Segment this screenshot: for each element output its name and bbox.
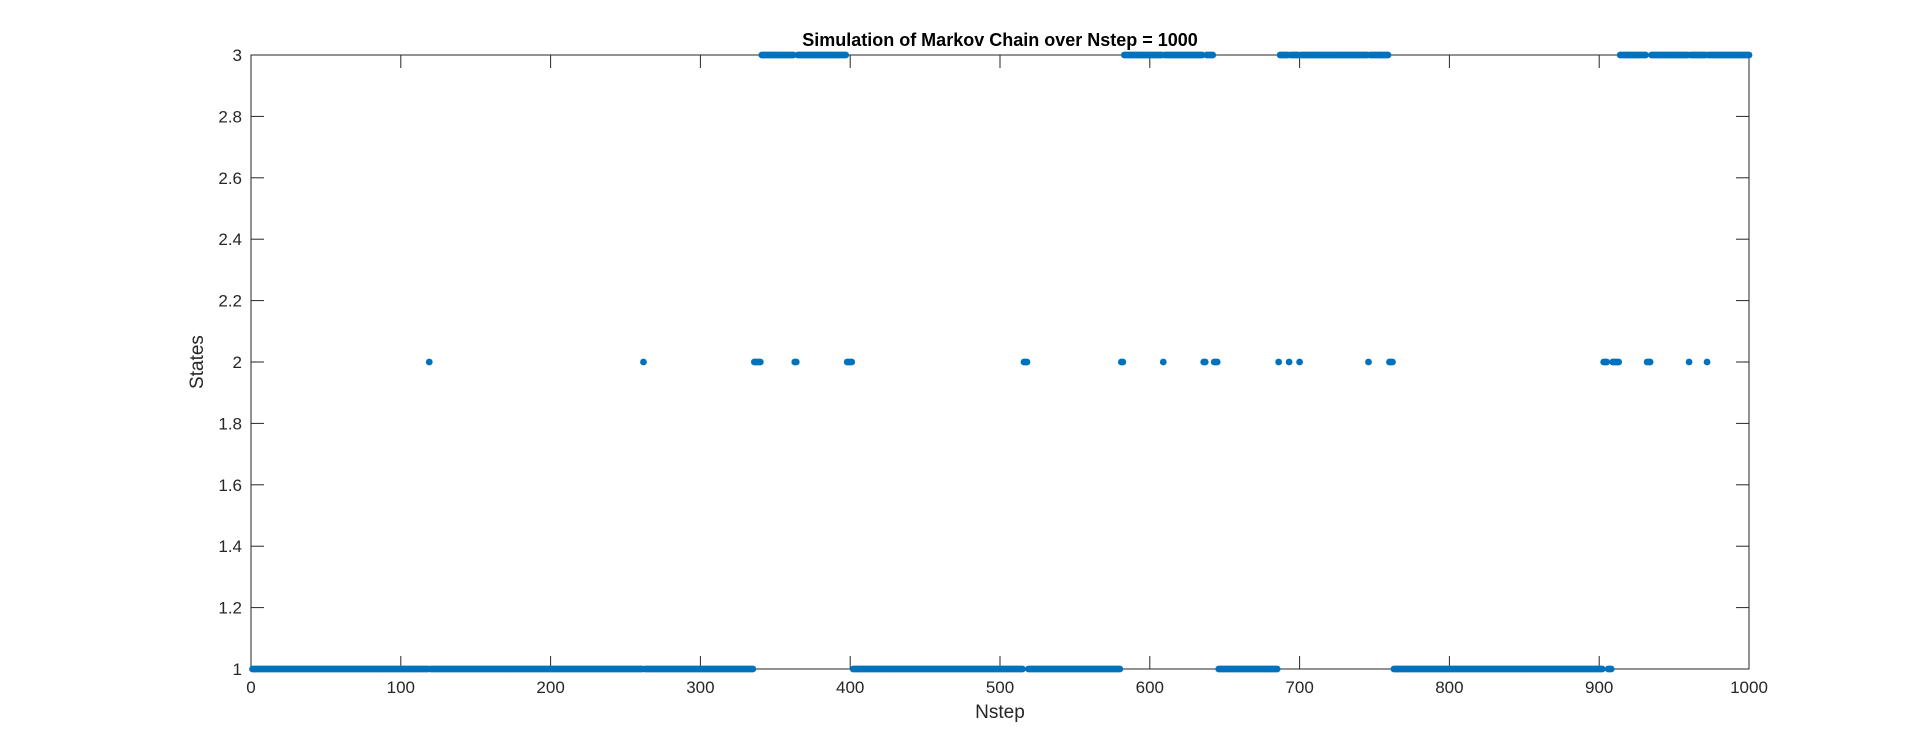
y-tick-label: 3	[233, 46, 242, 65]
data-point	[1213, 358, 1221, 366]
data-points	[249, 51, 1753, 673]
data-point	[1019, 665, 1026, 673]
data-point	[1275, 358, 1283, 366]
data-point	[749, 665, 757, 673]
x-tick-label: 400	[836, 678, 864, 697]
x-tick-label: 900	[1585, 678, 1613, 697]
y-tick-label: 2.2	[218, 292, 242, 311]
data-point	[1598, 665, 1606, 673]
data-point	[1116, 665, 1124, 673]
data-point	[1646, 358, 1654, 366]
y-tick-label: 2.4	[218, 230, 242, 249]
data-point	[842, 51, 850, 59]
data-point	[848, 358, 856, 366]
x-tick-label: 100	[387, 678, 415, 697]
y-tick-label: 1.8	[218, 414, 242, 433]
data-point	[1209, 51, 1217, 59]
data-point	[640, 358, 647, 366]
x-tick-label: 300	[686, 678, 714, 697]
y-tick-label: 2.8	[218, 107, 242, 126]
y-tick-label: 1	[233, 660, 242, 679]
y-tick-label: 1.6	[218, 476, 242, 495]
data-point	[1389, 358, 1396, 366]
data-point	[1607, 665, 1615, 673]
data-point	[1201, 358, 1209, 366]
plot-frame	[250, 54, 1750, 670]
data-point	[1615, 358, 1623, 366]
x-axis: 0 100 200 300 400 500 600 700 800 900 1000	[246, 55, 1768, 697]
data-point	[1296, 358, 1303, 366]
x-tick-label: 200	[536, 678, 564, 697]
y-tick-label: 1.4	[218, 537, 242, 556]
x-tick-label: 0	[246, 678, 255, 697]
y-tick-label: 2	[233, 353, 242, 372]
data-point	[425, 358, 433, 366]
data-point	[1119, 358, 1127, 366]
data-point	[1745, 51, 1753, 59]
x-tick-label: 600	[1136, 678, 1164, 697]
x-tick-label: 800	[1435, 678, 1463, 697]
data-point	[1603, 358, 1611, 366]
data-point	[1703, 358, 1711, 366]
x-tick-label: 700	[1285, 678, 1313, 697]
data-point	[756, 358, 764, 366]
chart-title: Simulation of Markov Chain over Nstep = …	[802, 30, 1198, 50]
x-tick-label: 500	[986, 678, 1014, 697]
data-point	[1159, 358, 1167, 366]
y-axis: 1 1.2 1.4 1.6 1.8 2 2.2 2.4 2.6 2.8 3	[218, 46, 1749, 679]
plot-box	[250, 54, 1750, 670]
data-point	[1642, 51, 1650, 59]
y-axis-label: States	[187, 335, 208, 389]
x-tick-label: 1000	[1730, 678, 1768, 697]
data-point	[1273, 665, 1281, 673]
data-point	[792, 358, 800, 366]
data-point	[1685, 358, 1693, 366]
data-point	[1384, 51, 1392, 59]
y-tick-label: 1.2	[218, 599, 242, 618]
x-axis-label: Nstep	[975, 702, 1025, 723]
data-point	[1285, 358, 1293, 366]
data-point	[1365, 358, 1372, 366]
data-point	[1023, 358, 1031, 366]
y-tick-label: 2.6	[218, 169, 242, 188]
